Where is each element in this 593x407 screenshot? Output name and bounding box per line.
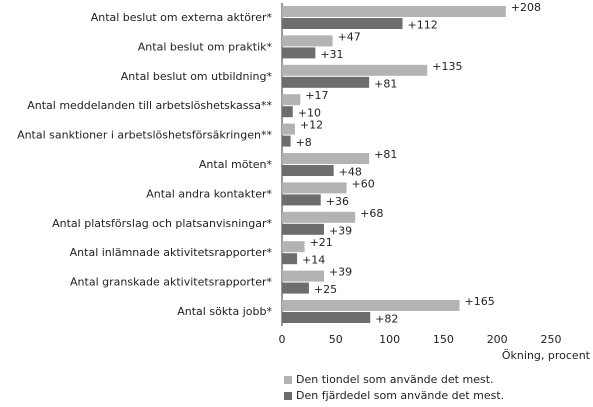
legend-swatch <box>284 376 292 384</box>
value-label: +39 <box>329 224 352 237</box>
x-tick-label: 50 <box>329 333 343 346</box>
legend-label: Den tiondel som använde det mest. <box>296 373 494 386</box>
value-label: +10 <box>298 107 321 120</box>
x-tick-label: 100 <box>379 333 400 346</box>
x-tick-label: 200 <box>487 333 508 346</box>
bar <box>282 282 309 294</box>
category-label: Antal beslut om praktik* <box>138 40 273 53</box>
bar <box>282 223 324 235</box>
value-label: +12 <box>300 119 323 132</box>
category-label: Antal meddelanden till arbetslöshetskass… <box>27 99 272 112</box>
value-label: +112 <box>408 19 438 32</box>
bar <box>282 35 333 47</box>
value-label: +36 <box>326 195 349 208</box>
value-label: +81 <box>374 148 397 161</box>
value-label: +39 <box>329 266 352 279</box>
bar <box>282 94 301 106</box>
bar <box>282 270 324 282</box>
value-label: +208 <box>511 1 541 14</box>
category-label: Antal beslut om utbildning* <box>121 70 273 83</box>
value-label: +165 <box>465 295 495 308</box>
bar <box>282 106 293 118</box>
bar <box>282 253 298 265</box>
category-label: Antal andra kontakter* <box>146 187 272 200</box>
legend-label: Den fjärdedel som använde det mest. <box>296 389 504 402</box>
x-tick-label: 250 <box>541 333 562 346</box>
value-label: +60 <box>352 177 375 190</box>
bar <box>282 211 356 223</box>
x-tick-label: 150 <box>433 333 454 346</box>
bar <box>282 182 347 194</box>
category-label: Antal inlämnade aktivitetsrapporter* <box>70 246 273 259</box>
category-label: Antal platsförslag och platsanvisningar* <box>52 217 272 230</box>
bar <box>282 300 460 311</box>
x-axis-title: Ökning, procent <box>502 349 591 362</box>
category-label: Antal möten* <box>199 158 273 171</box>
value-label: +47 <box>338 30 361 43</box>
bar <box>282 18 403 29</box>
bar <box>282 135 291 147</box>
bar <box>282 312 371 323</box>
value-label: +68 <box>360 207 383 220</box>
value-label: +8 <box>296 136 312 149</box>
bar <box>282 165 334 176</box>
value-label: +14 <box>302 254 325 267</box>
legend-swatch <box>284 392 292 400</box>
value-label: +48 <box>339 166 362 179</box>
value-label: +31 <box>320 48 343 61</box>
bar <box>282 64 428 76</box>
bar <box>282 47 316 59</box>
bar <box>282 153 370 164</box>
bar <box>282 123 295 135</box>
value-label: +17 <box>305 89 328 102</box>
bar <box>282 76 370 88</box>
value-label: +135 <box>432 60 462 73</box>
category-label: Antal granskade aktivitetsrapporter* <box>70 276 272 289</box>
bar <box>282 6 506 17</box>
value-label: +21 <box>310 236 333 249</box>
x-tick-label: 0 <box>279 333 286 346</box>
category-label: Antal sanktioner i arbetslöshetsförsäkri… <box>17 129 272 142</box>
bar <box>282 194 321 206</box>
value-label: +82 <box>375 313 398 326</box>
category-label: Antal sökta jobb* <box>177 305 272 318</box>
bar <box>282 241 305 253</box>
category-label: Antal beslut om externa aktörer* <box>91 11 273 24</box>
value-label: +25 <box>314 283 337 296</box>
value-label: +81 <box>374 77 397 90</box>
